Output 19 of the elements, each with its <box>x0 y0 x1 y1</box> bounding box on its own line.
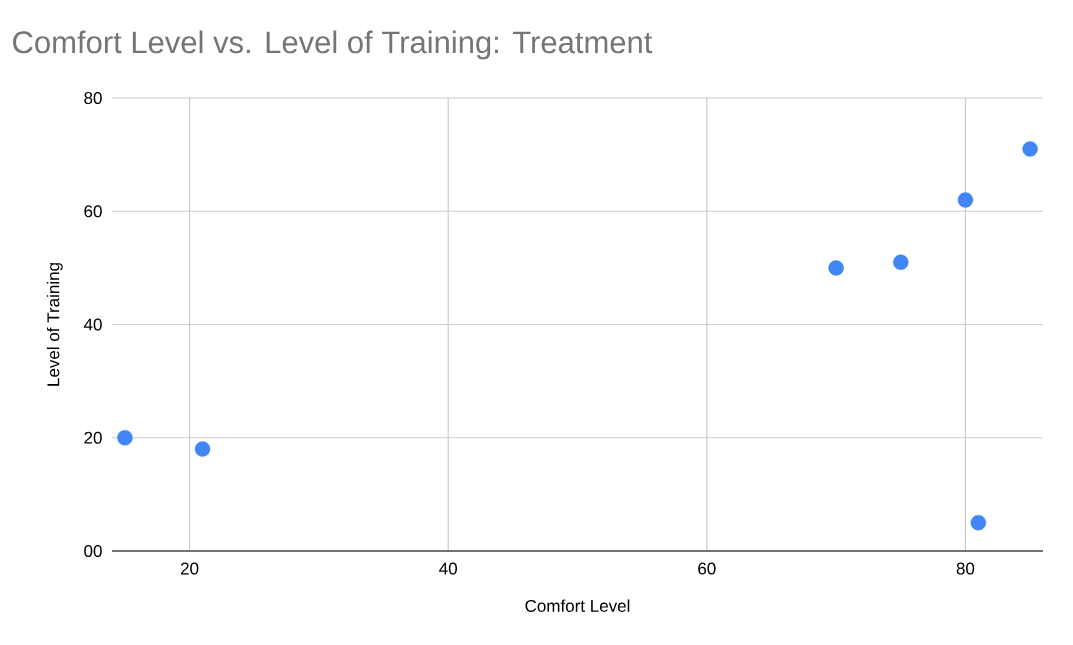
y-tick-label: 20 <box>84 431 102 444</box>
point <box>893 254 909 270</box>
x-axis-title: Comfort Level <box>525 599 630 612</box>
point <box>828 260 844 276</box>
y-axis-title: Level of Training <box>46 263 63 386</box>
y-tick-label: 00 <box>84 544 102 558</box>
point <box>957 192 974 208</box>
point <box>970 514 987 531</box>
y-tick-label: 80 <box>84 91 102 105</box>
x-tick-label: 40 <box>439 562 457 575</box>
y-tick-label: 40 <box>83 318 102 331</box>
x-tick-label: 80 <box>956 562 975 575</box>
point <box>117 430 133 446</box>
x-tick-label: 20 <box>180 562 199 575</box>
chart-title: Comfort Level vs. Level of Training: Treatment <box>13 30 653 60</box>
point <box>1022 141 1038 157</box>
y-tick-label: 60 <box>84 205 102 218</box>
point <box>194 441 211 457</box>
x-tick-label: 60 <box>698 562 716 575</box>
